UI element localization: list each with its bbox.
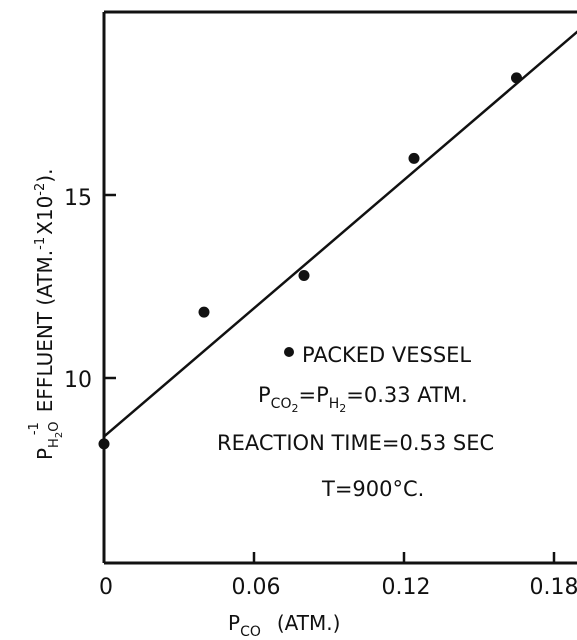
data-point-0-0 [98, 438, 110, 450]
x-axis-label: PCO (ATM.) [228, 611, 340, 640]
data-point-0-1 [198, 306, 210, 318]
y-tick-label-10: 10 [64, 368, 92, 393]
condition-temperature: T=900°C. [321, 477, 424, 501]
fit-line [103, 30, 577, 438]
legend-label: PACKED VESSEL [302, 343, 471, 367]
data-point-0-2 [298, 270, 310, 282]
condition-pressures: PCO2=PH2=0.33 ATM. [258, 383, 468, 415]
condition-reaction-time: REACTION TIME=0.53 SEC [217, 431, 494, 455]
legend-marker [284, 347, 294, 357]
data-point-0-3 [408, 152, 420, 164]
data-point-0-4 [511, 72, 522, 84]
x-tick-label-0.06: 0.06 [232, 575, 281, 600]
x-tick-label-0: 0 [99, 575, 113, 600]
x-tick-label-0.18: 0.18 [530, 575, 577, 600]
y-axis-label: PH2O-1EFFLUENT (ATM.-1X10-2). [27, 169, 65, 460]
x-tick-label-0.12: 0.12 [382, 575, 431, 600]
y-tick-label-15: 15 [64, 186, 92, 211]
